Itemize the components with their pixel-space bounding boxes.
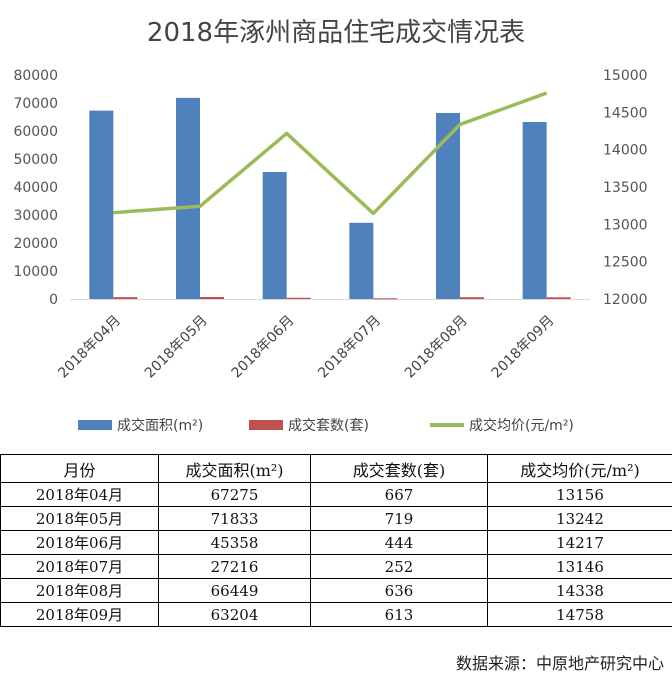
axes: 0 10000 20000 30000 40000 50000 60000 70000 8000… [13, 68, 647, 308]
bar [349, 222, 374, 299]
x-tick-label: 2018年07月 [315, 313, 384, 382]
bar [89, 110, 114, 299]
table-cell: 2018年05月 [0, 506, 159, 531]
table-cell: 636 [310, 578, 488, 603]
y-right-tick-label: 12500 [603, 255, 648, 271]
y-right-tick-label: 12000 [603, 292, 648, 308]
table-cell: 719 [310, 506, 488, 531]
table-cell: 2018年04月 [0, 482, 159, 507]
legend-label: 成交均价(元/m²) [469, 417, 574, 434]
y-left-tick-label: 10000 [13, 264, 58, 280]
y-left-tick-label: 70000 [13, 96, 58, 112]
bar [522, 122, 547, 299]
chart-title: 2018年涿州商品住宅成交情况表 [147, 18, 525, 48]
table-cell: 45358 [158, 530, 311, 555]
table-row: 2018年07月 27216 252 13146 [0, 554, 672, 579]
table-cell: 2018年06月 [0, 530, 159, 555]
table-header-cell: 成交套数(套) [310, 454, 488, 483]
table-header-cell: 成交均价(元/m²) [487, 454, 672, 483]
bar [262, 171, 287, 299]
y-left-tick-label: 30000 [13, 208, 58, 224]
table-cell: 66449 [158, 578, 311, 603]
line-series [113, 91, 548, 216]
x-tick-label: 2018年09月 [489, 313, 558, 382]
table-header-cell: 月份 [0, 454, 159, 483]
y-right-tick-label: 14000 [603, 143, 648, 159]
x-tick-label: 2018年05月 [142, 313, 211, 382]
y-left-tick-label: 40000 [13, 180, 58, 196]
y-left-tick-label: 0 [49, 292, 58, 308]
bar-series [89, 97, 571, 300]
y-right-tick-label: 13500 [603, 180, 648, 196]
bar [286, 297, 311, 299]
legend-swatch-bar [249, 420, 283, 430]
x-tick-label: 2018年04月 [55, 313, 124, 382]
table-cell: 14217 [487, 530, 672, 555]
table-cell: 2018年08月 [0, 578, 159, 603]
table-row: 2018年06月 45358 444 14217 [0, 530, 672, 555]
legend-swatch-bar [78, 420, 112, 430]
table-row: 2018年09月 63204 613 14758 [0, 602, 672, 627]
table-cell: 2018年07月 [0, 554, 159, 579]
line-series-path [113, 91, 548, 216]
combo-chart: 2018年涿州商品住宅成交情况表 0 10000 20000 30000 40000 50… [13, 18, 647, 434]
bar [546, 297, 571, 299]
data-table: 月份 成交面积(m²) 成交套数(套) 成交均价(元/m²) 2018年04月 6727… [0, 454, 672, 627]
table-body: 2018年04月 67275 667 13156 2018年05月 71833 719 132… [0, 482, 672, 627]
table-cell: 252 [310, 554, 488, 579]
table-cell: 63204 [158, 602, 311, 627]
source-note: 数据来源：中原地产研究中心 [455, 654, 664, 673]
bar [113, 297, 138, 299]
table-cell: 71833 [158, 506, 311, 531]
table-header-cell: 成交面积(m²) [158, 454, 311, 483]
table-cell: 13146 [487, 554, 672, 579]
table-cell: 13242 [487, 506, 672, 531]
x-tick-label: 2018年06月 [229, 313, 298, 382]
y-right-tick-label: 14500 [603, 105, 648, 121]
table-cell: 13156 [487, 482, 672, 507]
table-cell: 14338 [487, 578, 672, 603]
legend-label: 成交套数(套) [288, 417, 369, 434]
category-labels: 2018年04月 2018年05月 2018年06月 2018年07月 2018年08月… [55, 313, 557, 382]
x-tick-label: 2018年08月 [402, 313, 471, 382]
bar [373, 298, 398, 300]
table-cell: 67275 [158, 482, 311, 507]
table-row: 2018年04月 67275 667 13156 [0, 482, 672, 507]
legend-label: 成交面积(m²) [117, 417, 203, 434]
y-left-tick-label: 50000 [13, 152, 58, 168]
bar [460, 297, 484, 299]
table-header-row: 月份 成交面积(m²) 成交套数(套) 成交均价(元/m²) [0, 454, 672, 483]
table-row: 2018年08月 66449 636 14338 [0, 578, 672, 603]
legend: 成交面积(m²) 成交套数(套) 成交均价(元/m²) [78, 417, 574, 434]
table-row: 2018年05月 71833 719 13242 [0, 506, 672, 531]
table-cell: 27216 [158, 554, 311, 579]
table-cell: 667 [310, 482, 488, 507]
table-cell: 444 [310, 530, 488, 555]
bar [176, 97, 200, 299]
y-right-tick-label: 15000 [603, 68, 648, 84]
y-left-tick-label: 60000 [13, 124, 58, 140]
table-cell: 613 [310, 602, 488, 627]
bar [436, 112, 460, 299]
y-left-tick-label: 20000 [13, 236, 58, 252]
bar [200, 296, 224, 299]
y-left-tick-label: 80000 [13, 68, 58, 84]
y-right-tick-label: 13000 [603, 217, 648, 233]
table-cell: 2018年09月 [0, 602, 159, 627]
table-cell: 14758 [487, 602, 672, 627]
